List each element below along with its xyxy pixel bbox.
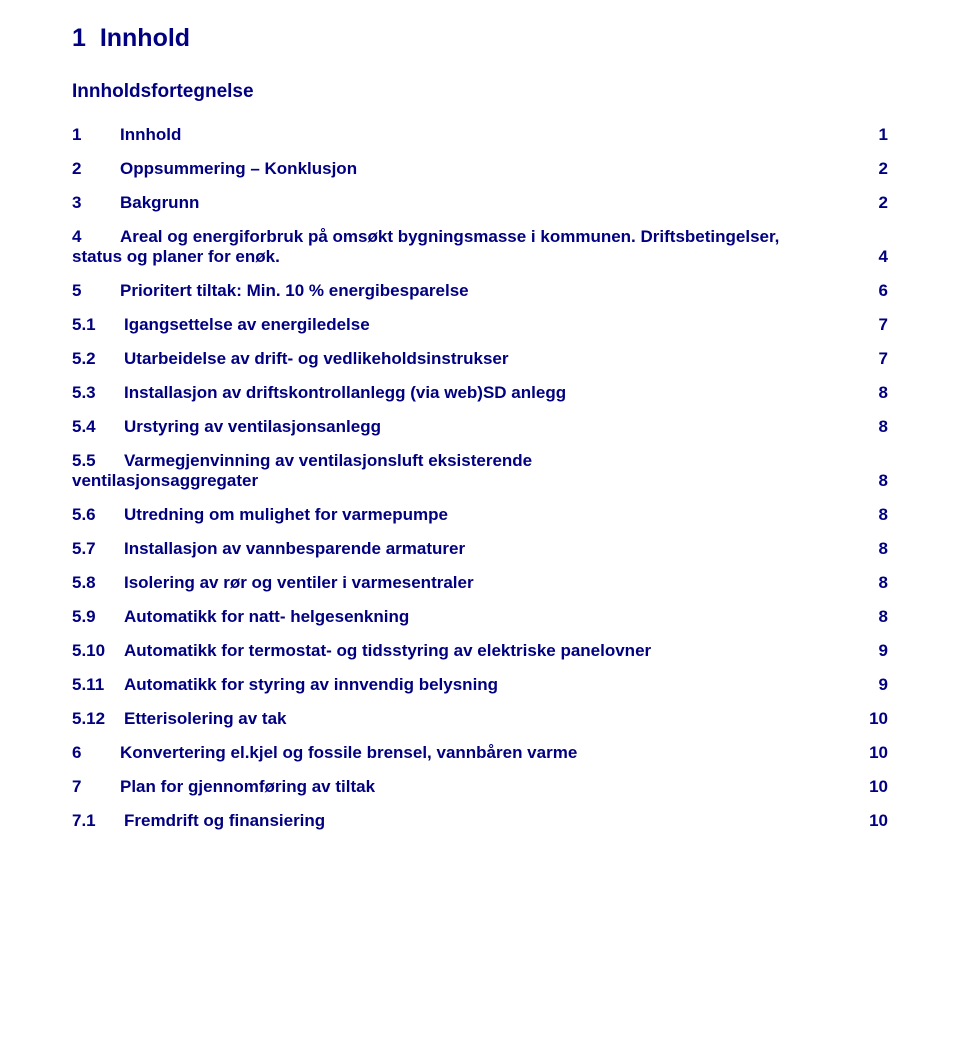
toc-page: 8 bbox=[875, 607, 888, 627]
toc-number: 5.9 bbox=[72, 607, 124, 627]
toc-label: Installasjon av vannbesparende armaturer bbox=[124, 539, 465, 559]
toc-entry: 5.7Installasjon av vannbesparende armatu… bbox=[72, 539, 888, 559]
toc-entry: 5.3Installasjon av driftskontrollanlegg … bbox=[72, 383, 888, 403]
toc-label: Fremdrift og finansiering bbox=[124, 811, 325, 831]
toc-page: 10 bbox=[865, 709, 888, 729]
toc-number: 5.3 bbox=[72, 383, 124, 403]
toc-entry: 3Bakgrunn 2 bbox=[72, 193, 888, 213]
toc-entry: 5.11Automatikk for styring av innvendig … bbox=[72, 675, 888, 695]
toc-number: 7.1 bbox=[72, 811, 124, 831]
toc-entry: 5.2Utarbeidelse av drift- og vedlikehold… bbox=[72, 349, 888, 369]
toc-entry: 5.12Etterisolering av tak 10 bbox=[72, 709, 888, 729]
toc-label: ventilasjonsaggregater bbox=[72, 471, 258, 491]
toc-number: 6 bbox=[72, 743, 120, 763]
toc-entry: 7.1Fremdrift og finansiering 10 bbox=[72, 811, 888, 831]
toc-page: 9 bbox=[875, 675, 888, 695]
toc-number: 2 bbox=[72, 159, 120, 179]
toc-label: Urstyring av ventilasjonsanlegg bbox=[124, 417, 381, 437]
toc-page: 4 bbox=[875, 247, 888, 267]
toc-entry: 2Oppsummering – Konklusjon2 bbox=[72, 159, 888, 179]
toc-label: Igangsettelse av energiledelse bbox=[124, 315, 370, 335]
document-page: 1 Innhold Innholdsfortegnelse 1Innhold12… bbox=[0, 0, 960, 885]
toc-page: 7 bbox=[875, 315, 888, 335]
toc-entry: 7Plan for gjennomføring av tiltak 10 bbox=[72, 777, 888, 797]
toc-page: 10 bbox=[865, 811, 888, 831]
toc-page: 9 bbox=[875, 641, 888, 661]
toc-number: 5.4 bbox=[72, 417, 124, 437]
toc-page: 10 bbox=[865, 777, 888, 797]
toc-entry: 5.5Varmegjenvinning av ventilasjonsluft … bbox=[72, 451, 888, 491]
toc-container: 1Innhold12Oppsummering – Konklusjon23Bak… bbox=[72, 125, 888, 831]
toc-page: 8 bbox=[875, 417, 888, 437]
toc-label: Automatikk for termostat- og tidsstyring… bbox=[124, 641, 651, 661]
toc-label: Areal og energiforbruk på omsøkt bygning… bbox=[120, 227, 779, 247]
toc-number: 5.7 bbox=[72, 539, 124, 559]
toc-entry: 4Areal og energiforbruk på omsøkt bygnin… bbox=[72, 227, 888, 267]
toc-number: 5.12 bbox=[72, 709, 124, 729]
toc-label: Bakgrunn bbox=[120, 193, 199, 213]
toc-number: 1 bbox=[72, 125, 120, 145]
toc-row: 5.5Varmegjenvinning av ventilasjonsluft … bbox=[72, 451, 888, 471]
toc-entry: 6Konvertering el.kjel og fossile brensel… bbox=[72, 743, 888, 763]
toc-page: 8 bbox=[875, 383, 888, 403]
heading-title: Innhold bbox=[100, 24, 190, 52]
toc-number: 4 bbox=[72, 227, 120, 247]
toc-label: Konvertering el.kjel og fossile brensel,… bbox=[120, 743, 577, 763]
toc-page: 7 bbox=[875, 349, 888, 369]
heading-number: 1 bbox=[72, 24, 86, 52]
toc-entry: 5Prioritert tiltak: Min. 10 % energibesp… bbox=[72, 281, 888, 301]
toc-page: 8 bbox=[875, 471, 888, 491]
toc-entry: 5.1Igangsettelse av energiledelse 7 bbox=[72, 315, 888, 335]
toc-page: 8 bbox=[875, 505, 888, 525]
toc-row: 4Areal og energiforbruk på omsøkt bygnin… bbox=[72, 227, 888, 247]
toc-entry: 1Innhold1 bbox=[72, 125, 888, 145]
toc-page: 2 bbox=[875, 193, 888, 213]
toc-label: Oppsummering – Konklusjon bbox=[120, 159, 357, 179]
toc-page: 1 bbox=[875, 125, 888, 145]
toc-page: 10 bbox=[865, 743, 888, 763]
toc-page: 8 bbox=[875, 539, 888, 559]
page-subheading: Innholdsfortegnelse bbox=[72, 81, 888, 103]
toc-row: ventilasjonsaggregater 8 bbox=[72, 471, 888, 491]
toc-label: Plan for gjennomføring av tiltak bbox=[120, 777, 375, 797]
toc-label: status og planer for enøk. bbox=[72, 247, 280, 267]
toc-label: Isolering av rør og ventiler i varmesent… bbox=[124, 573, 474, 593]
toc-number: 7 bbox=[72, 777, 120, 797]
toc-label: Etterisolering av tak bbox=[124, 709, 287, 729]
toc-label: Installasjon av driftskontrollanlegg (vi… bbox=[124, 383, 566, 403]
toc-number: 3 bbox=[72, 193, 120, 213]
toc-number: 5.2 bbox=[72, 349, 124, 369]
toc-number: 5.10 bbox=[72, 641, 124, 661]
toc-entry: 5.4Urstyring av ventilasjonsanlegg 8 bbox=[72, 417, 888, 437]
toc-entry: 5.6Utredning om mulighet for varmepumpe 8 bbox=[72, 505, 888, 525]
toc-label: Utredning om mulighet for varmepumpe bbox=[124, 505, 448, 525]
toc-page: 2 bbox=[875, 159, 888, 179]
toc-number: 5.8 bbox=[72, 573, 124, 593]
toc-number: 5.11 bbox=[72, 675, 124, 695]
toc-page: 8 bbox=[875, 573, 888, 593]
toc-page: 6 bbox=[875, 281, 888, 301]
toc-number: 5.6 bbox=[72, 505, 124, 525]
toc-entry: 5.8Isolering av rør og ventiler i varmes… bbox=[72, 573, 888, 593]
toc-label: Prioritert tiltak: Min. 10 % energibespa… bbox=[120, 281, 469, 301]
toc-number: 5 bbox=[72, 281, 120, 301]
toc-label: Utarbeidelse av drift- og vedlikeholdsin… bbox=[124, 349, 509, 369]
toc-label: Automatikk for styring av innvendig bely… bbox=[124, 675, 498, 695]
toc-number: 5.1 bbox=[72, 315, 124, 335]
toc-number: 5.5 bbox=[72, 451, 124, 471]
toc-label: Automatikk for natt- helgesenkning bbox=[124, 607, 409, 627]
toc-label: Innhold bbox=[120, 125, 181, 145]
toc-row: status og planer for enøk. 4 bbox=[72, 247, 888, 267]
toc-entry: 5.10Automatikk for termostat- og tidssty… bbox=[72, 641, 888, 661]
toc-label: Varmegjenvinning av ventilasjonsluft eks… bbox=[124, 451, 532, 471]
toc-entry: 5.9Automatikk for natt- helgesenkning 8 bbox=[72, 607, 888, 627]
page-heading: 1 Innhold bbox=[72, 24, 888, 53]
